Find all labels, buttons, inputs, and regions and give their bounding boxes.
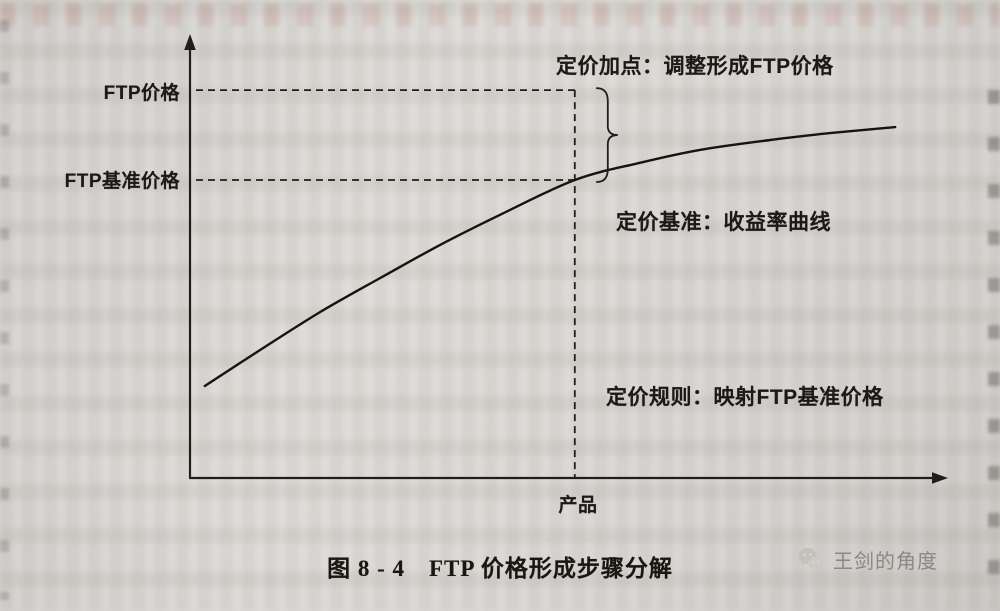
ftp-base-price-label: FTP基准价格: [64, 171, 180, 192]
wechat-icon: [798, 547, 824, 571]
yield-curve: [203, 125, 897, 388]
markup-brace: [595, 87, 618, 183]
ftp-price-label: FTP价格: [103, 83, 180, 104]
watermark-label: 王剑的角度: [833, 551, 938, 573]
pricing-markup-annotation: 定价加点：调整形成FTP价格: [556, 55, 834, 78]
pricing-benchmark-annotation: 定价基准：收益率曲线: [616, 211, 831, 234]
y-axis-arrow-icon: [184, 34, 196, 50]
x-tick-product-label: 产品: [558, 495, 598, 516]
figure-caption: 图 8 - 4 FTP 价格形成步骤分解: [327, 556, 673, 581]
pricing-rule-annotation: 定价规则：映射FTP基准价格: [606, 386, 884, 409]
x-axis-arrow-icon: [932, 472, 948, 484]
watermark: 王剑的角度: [796, 545, 938, 574]
